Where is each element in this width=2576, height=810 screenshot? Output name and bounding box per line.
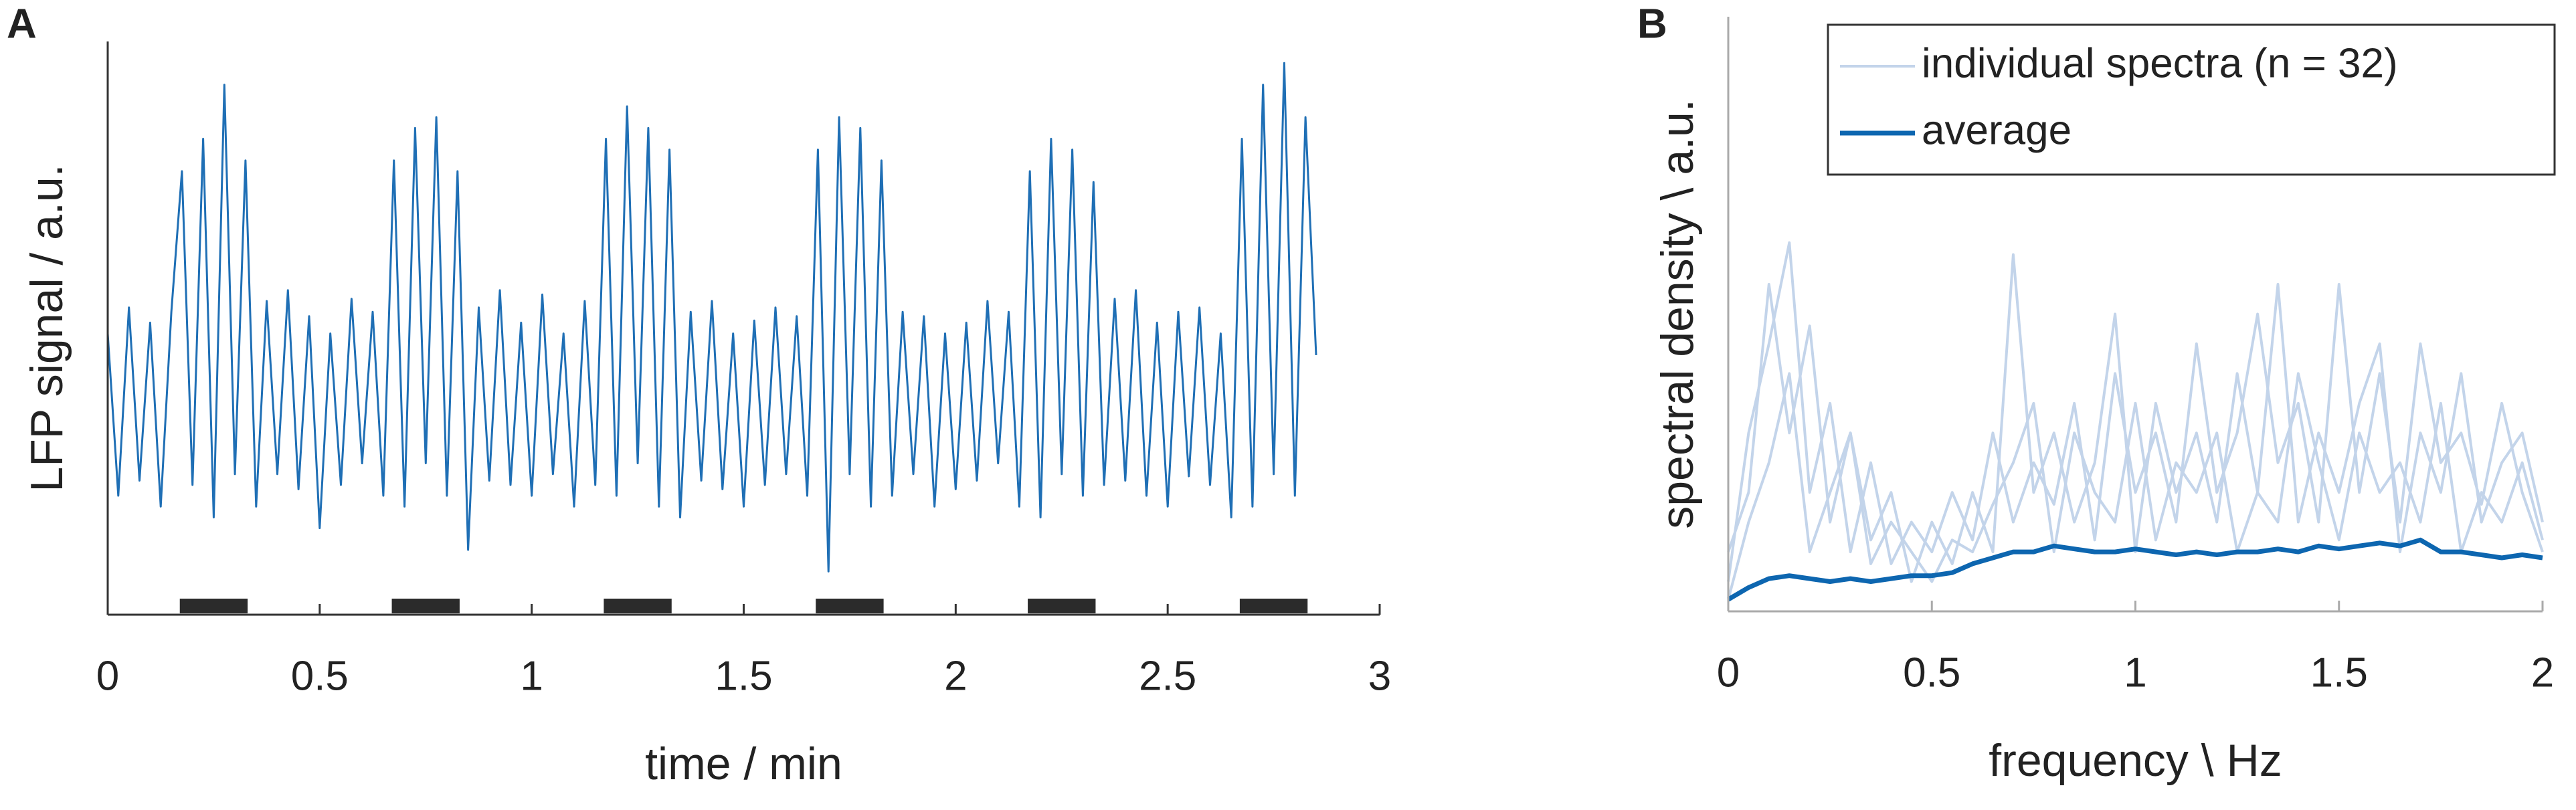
x-axis-label: frequency \ Hz [1989,735,2282,786]
stimulus-bar [1028,599,1096,613]
stimulus-bar [816,599,884,613]
stimulus-bar [604,599,672,613]
stimulus-bar [179,599,248,613]
stimulus-bar [1239,599,1308,613]
y-axis-label: LFP signal / a.u. [21,164,72,492]
average-line [1727,537,2543,602]
x-tick-label: 2 [2531,649,2554,696]
x-tick-label: 1.5 [2310,649,2368,696]
panel-letter: B [1637,1,1667,47]
x-tick-label: 0.5 [291,653,349,699]
x-tick-label: 0.5 [1903,649,1960,696]
x-tick-label: 3 [1368,653,1391,699]
x-tick-label: 1 [2124,649,2146,696]
x-tick-label: 0 [1717,649,1740,696]
x-axis-label: time / min [645,738,842,789]
panel-letter: A [7,1,37,47]
x-tick-label: 1 [520,653,543,699]
spectrum-line [1727,253,2544,583]
spectrum-line [1727,241,2544,582]
spectrum-line [1727,372,2544,600]
y-axis-label: spectral density \ a.u. [1652,99,1703,529]
legend-label: individual spectra (n = 32) [1922,40,2398,86]
stimulus-bar [391,599,460,613]
x-tick-label: 2 [944,653,967,699]
legend-box [1827,23,2556,176]
x-tick-label: 0 [96,653,119,699]
x-tick-label: 2.5 [1139,653,1196,699]
x-tick-label: 1.5 [715,653,772,699]
signal-line [106,62,1317,573]
legend-label: average [1922,107,2072,153]
